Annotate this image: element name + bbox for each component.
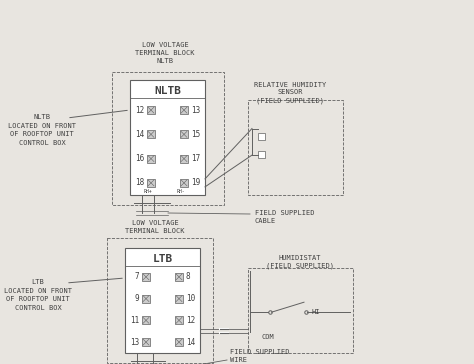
Bar xyxy=(125,248,200,353)
Text: FIELD SUPPLIED
WIRE: FIELD SUPPLIED WIRE xyxy=(230,349,290,363)
Bar xyxy=(147,106,155,114)
Text: FIELD SUPPLIED
CABLE: FIELD SUPPLIED CABLE xyxy=(255,210,315,224)
Bar xyxy=(142,294,150,302)
Text: 18: 18 xyxy=(135,178,144,187)
Text: 16: 16 xyxy=(135,154,144,163)
Bar xyxy=(147,130,155,138)
Text: SENSOR: SENSOR xyxy=(277,90,303,95)
Bar xyxy=(180,130,188,138)
Text: 13: 13 xyxy=(191,106,200,115)
Text: 9: 9 xyxy=(134,294,139,303)
Text: NLTB
LOCATED ON FRONT
OF ROOFTOP UNIT
CONTROL BOX: NLTB LOCATED ON FRONT OF ROOFTOP UNIT CO… xyxy=(8,114,76,146)
Text: RH-: RH- xyxy=(177,189,185,194)
Bar xyxy=(175,294,183,302)
Text: COM: COM xyxy=(262,334,275,340)
Bar xyxy=(142,338,150,346)
Text: LTB: LTB xyxy=(152,254,173,264)
Bar xyxy=(107,238,213,363)
Text: 17: 17 xyxy=(191,154,200,163)
Text: 10: 10 xyxy=(186,294,195,303)
Text: 14: 14 xyxy=(186,338,195,347)
Text: 12: 12 xyxy=(186,316,195,325)
Text: 7: 7 xyxy=(134,272,139,281)
Text: NLTB: NLTB xyxy=(154,86,181,96)
Text: (FIELD SUPPLIED): (FIELD SUPPLIED) xyxy=(266,262,334,269)
Text: HUMIDISTAT: HUMIDISTAT xyxy=(279,255,321,261)
Bar xyxy=(248,268,353,353)
Bar xyxy=(147,155,155,163)
Bar xyxy=(175,273,183,281)
Bar xyxy=(180,155,188,163)
Text: (FIELD SUPPLIED): (FIELD SUPPLIED) xyxy=(256,97,324,103)
Text: 13: 13 xyxy=(130,338,139,347)
Bar xyxy=(248,100,343,195)
Text: LTB
LOCATED ON FRONT
OF ROOFTOP UNIT
CONTROL BOX: LTB LOCATED ON FRONT OF ROOFTOP UNIT CON… xyxy=(4,279,72,311)
Text: LOW VOLTAGE: LOW VOLTAGE xyxy=(132,220,178,226)
Text: 12: 12 xyxy=(135,106,144,115)
Text: 14: 14 xyxy=(135,130,144,139)
Bar xyxy=(258,132,265,140)
Bar xyxy=(175,316,183,324)
Text: 19: 19 xyxy=(191,178,200,187)
Text: RH+: RH+ xyxy=(144,189,152,194)
Bar xyxy=(142,316,150,324)
Bar xyxy=(258,151,265,158)
Bar xyxy=(130,80,205,195)
Text: 11: 11 xyxy=(130,316,139,325)
Bar xyxy=(180,179,188,187)
Text: LOW VOLTAGE: LOW VOLTAGE xyxy=(142,42,188,48)
Text: TERMINAL BLOCK: TERMINAL BLOCK xyxy=(125,228,185,234)
Text: RELATIVE HUMIDITY: RELATIVE HUMIDITY xyxy=(254,82,326,88)
Text: TERMINAL BLOCK: TERMINAL BLOCK xyxy=(135,50,195,56)
Text: 15: 15 xyxy=(191,130,200,139)
Bar xyxy=(142,273,150,281)
Bar xyxy=(112,72,224,205)
Bar xyxy=(147,179,155,187)
Text: HI: HI xyxy=(312,309,320,315)
Text: 8: 8 xyxy=(186,272,191,281)
Text: NLTB: NLTB xyxy=(156,58,173,64)
Bar xyxy=(180,106,188,114)
Bar xyxy=(175,338,183,346)
